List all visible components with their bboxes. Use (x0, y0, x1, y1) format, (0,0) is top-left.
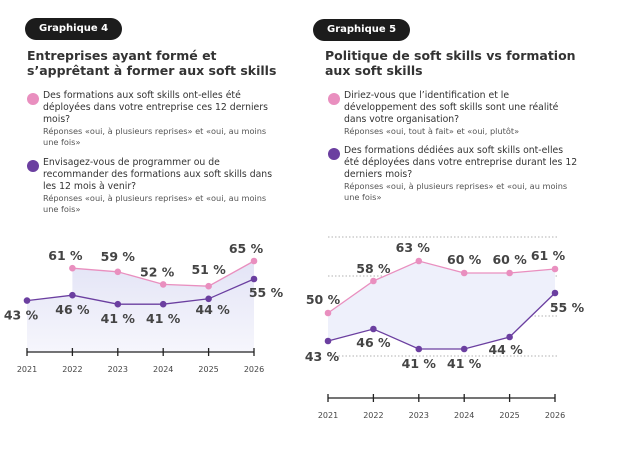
chart-title-4: Entreprises ayant formé et s’apprêtant à… (27, 48, 277, 78)
data-label: 44 % (195, 302, 230, 317)
x-tick-label: 2025 (499, 411, 519, 420)
legend-question: Des formations dédiées aux soft skills o… (344, 145, 578, 180)
legend-item: Des formations aux soft skills ont-elles… (27, 90, 277, 148)
data-label: 44 % (488, 342, 523, 357)
x-tick-label: 2023 (108, 365, 128, 374)
data-point (415, 257, 423, 265)
legend-item: Des formations dédiées aux soft skills o… (328, 145, 578, 203)
legend-note: Réponses «oui, à plusieurs reprises» et … (43, 126, 267, 147)
data-point (159, 281, 167, 288)
data-point (23, 297, 31, 304)
legend-question: Envisagez-vous de programmer ou de recom… (43, 157, 273, 192)
series-line (26, 278, 255, 305)
legend-dot-pink (328, 93, 340, 105)
x-tick-label: 2023 (409, 411, 429, 420)
data-label: 63 % (396, 240, 431, 255)
data-point (114, 268, 122, 276)
data-point (324, 309, 332, 317)
data-point (370, 277, 377, 285)
data-label: 58 % (356, 261, 391, 276)
legend-item: Diriez-vous que l’identification et le d… (328, 90, 578, 137)
data-label: 60 % (492, 252, 527, 267)
x-tick-label: 2024 (153, 365, 173, 374)
data-label: 46 % (55, 302, 90, 317)
data-label: 41 % (101, 311, 136, 326)
data-label: 50 % (306, 292, 341, 307)
data-point (250, 257, 258, 265)
area-between-fill (328, 261, 555, 349)
data-label: 46 % (356, 335, 391, 350)
data-point (460, 269, 468, 277)
data-point (69, 291, 76, 299)
legend-dot-purple (328, 148, 340, 160)
chart-badge-5: Graphique 5 (313, 19, 411, 41)
data-label: 43 % (4, 308, 39, 323)
data-label: 55 % (249, 285, 284, 300)
data-point (551, 289, 559, 297)
data-label: 61 % (48, 248, 83, 263)
legend-note: Réponses «oui, à plusieurs reprises» et … (344, 181, 568, 202)
chart-title-5: Politique de soft skills vs formation au… (325, 48, 576, 78)
data-label: 52 % (140, 264, 175, 279)
data-label: 41 % (146, 311, 181, 326)
x-tick-label: 2024 (454, 411, 474, 420)
x-tick-label: 2026 (545, 411, 565, 420)
data-point (415, 345, 423, 353)
data-label: 61 % (531, 248, 566, 263)
legend-question: Des formations aux soft skills ont-elles… (43, 90, 268, 125)
data-point (551, 265, 559, 273)
series-line (327, 260, 556, 314)
area-fill (27, 261, 254, 352)
data-point (506, 269, 513, 277)
legend-dot-purple (27, 160, 39, 172)
data-point (506, 333, 513, 341)
legend-note: Réponses «oui, à plusieurs reprises» et … (43, 193, 267, 214)
legend-question: Diriez-vous que l’identification et le d… (344, 90, 559, 125)
legend-dot-pink (27, 93, 39, 105)
x-tick-label: 2022 (363, 411, 383, 420)
data-point (114, 300, 122, 308)
data-point (159, 300, 167, 308)
series-line (327, 292, 556, 350)
data-label: 60 % (447, 252, 482, 267)
data-point (205, 295, 212, 303)
data-label: 41 % (402, 356, 437, 371)
x-tick-label: 2021 (318, 411, 338, 420)
chart-badge-4: Graphique 4 (25, 18, 123, 40)
data-label: 41 % (447, 356, 482, 371)
x-tick-label: 2025 (198, 365, 218, 374)
x-tick-label: 2026 (244, 365, 264, 374)
legend-note: Réponses «oui, tout à fait» et «oui, plu… (344, 126, 520, 136)
data-point (324, 337, 332, 345)
data-label: 43 % (305, 349, 340, 364)
data-point (250, 275, 258, 283)
data-label: 65 % (229, 241, 264, 256)
data-point (69, 264, 76, 272)
data-point (460, 345, 468, 353)
x-tick-label: 2022 (62, 365, 82, 374)
data-label: 59 % (101, 249, 136, 264)
data-point (370, 325, 377, 333)
data-point (205, 282, 212, 290)
data-label: 51 % (191, 262, 226, 277)
x-tick-label: 2021 (17, 365, 37, 374)
data-label: 55 % (550, 300, 585, 315)
legend-item: Envisagez-vous de programmer ou de recom… (27, 157, 277, 215)
